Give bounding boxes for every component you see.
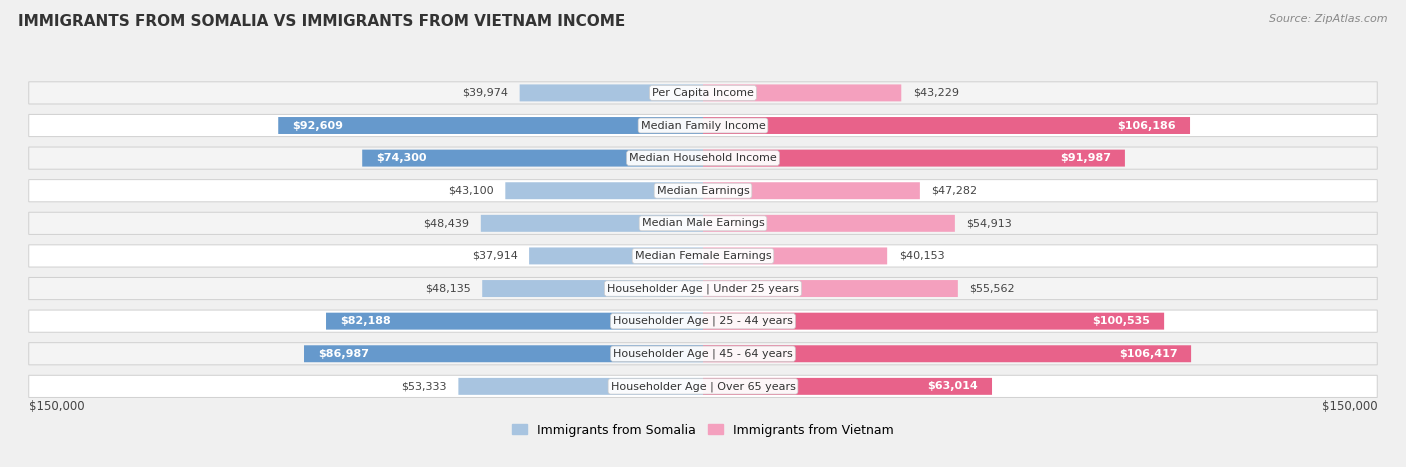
Text: $37,914: $37,914 (472, 251, 517, 261)
Text: Householder Age | Under 25 years: Householder Age | Under 25 years (607, 283, 799, 294)
Text: $48,135: $48,135 (425, 283, 471, 294)
Text: $48,439: $48,439 (423, 219, 470, 228)
Text: $100,535: $100,535 (1092, 316, 1150, 326)
Text: $150,000: $150,000 (28, 400, 84, 413)
Text: Median Family Income: Median Family Income (641, 120, 765, 130)
Text: $54,913: $54,913 (966, 219, 1012, 228)
Text: Median Male Earnings: Median Male Earnings (641, 219, 765, 228)
FancyBboxPatch shape (703, 215, 955, 232)
Text: Source: ZipAtlas.com: Source: ZipAtlas.com (1270, 14, 1388, 24)
Text: $40,153: $40,153 (898, 251, 945, 261)
FancyBboxPatch shape (703, 280, 957, 297)
FancyBboxPatch shape (28, 180, 1378, 202)
Text: Median Household Income: Median Household Income (628, 153, 778, 163)
Text: Householder Age | 45 - 64 years: Householder Age | 45 - 64 years (613, 348, 793, 359)
FancyBboxPatch shape (28, 212, 1378, 234)
Text: Householder Age | 25 - 44 years: Householder Age | 25 - 44 years (613, 316, 793, 326)
FancyBboxPatch shape (28, 114, 1378, 136)
Text: $53,333: $53,333 (401, 382, 447, 391)
FancyBboxPatch shape (363, 149, 703, 167)
FancyBboxPatch shape (28, 82, 1378, 104)
FancyBboxPatch shape (703, 313, 1164, 330)
FancyBboxPatch shape (28, 277, 1378, 300)
Text: $63,014: $63,014 (928, 382, 979, 391)
Text: $150,000: $150,000 (1322, 400, 1378, 413)
FancyBboxPatch shape (304, 345, 703, 362)
FancyBboxPatch shape (529, 248, 703, 264)
FancyBboxPatch shape (703, 117, 1189, 134)
FancyBboxPatch shape (28, 343, 1378, 365)
Legend: Immigrants from Somalia, Immigrants from Vietnam: Immigrants from Somalia, Immigrants from… (508, 418, 898, 442)
Text: Median Female Earnings: Median Female Earnings (634, 251, 772, 261)
Text: IMMIGRANTS FROM SOMALIA VS IMMIGRANTS FROM VIETNAM INCOME: IMMIGRANTS FROM SOMALIA VS IMMIGRANTS FR… (18, 14, 626, 29)
Text: $43,100: $43,100 (449, 186, 494, 196)
FancyBboxPatch shape (28, 147, 1378, 169)
FancyBboxPatch shape (482, 280, 703, 297)
Text: $92,609: $92,609 (292, 120, 343, 130)
FancyBboxPatch shape (520, 85, 703, 101)
Text: $39,974: $39,974 (463, 88, 508, 98)
Text: $106,417: $106,417 (1119, 349, 1177, 359)
FancyBboxPatch shape (481, 215, 703, 232)
Text: $43,229: $43,229 (912, 88, 959, 98)
Text: Median Earnings: Median Earnings (657, 186, 749, 196)
Text: $47,282: $47,282 (931, 186, 977, 196)
Text: $106,186: $106,186 (1118, 120, 1177, 130)
Text: $91,987: $91,987 (1060, 153, 1111, 163)
Text: Householder Age | Over 65 years: Householder Age | Over 65 years (610, 381, 796, 392)
FancyBboxPatch shape (703, 85, 901, 101)
FancyBboxPatch shape (703, 378, 993, 395)
FancyBboxPatch shape (703, 182, 920, 199)
Text: Per Capita Income: Per Capita Income (652, 88, 754, 98)
FancyBboxPatch shape (703, 345, 1191, 362)
FancyBboxPatch shape (28, 245, 1378, 267)
Text: $82,188: $82,188 (340, 316, 391, 326)
FancyBboxPatch shape (505, 182, 703, 199)
FancyBboxPatch shape (278, 117, 703, 134)
Text: $55,562: $55,562 (969, 283, 1015, 294)
FancyBboxPatch shape (703, 248, 887, 264)
FancyBboxPatch shape (28, 310, 1378, 332)
FancyBboxPatch shape (458, 378, 703, 395)
FancyBboxPatch shape (703, 149, 1125, 167)
Text: $74,300: $74,300 (375, 153, 426, 163)
Text: $86,987: $86,987 (318, 349, 368, 359)
FancyBboxPatch shape (28, 375, 1378, 397)
FancyBboxPatch shape (326, 313, 703, 330)
